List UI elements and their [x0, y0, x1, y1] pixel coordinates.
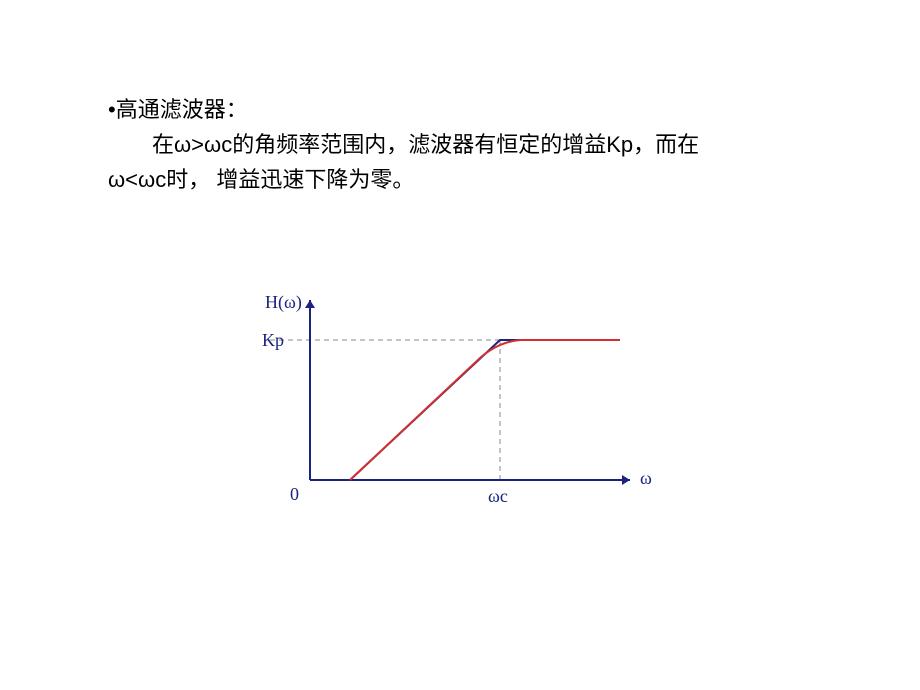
filter-desc-2: ω<ωc时， 增益迅速下降为零。: [108, 167, 414, 192]
gain-label: Kp: [262, 330, 284, 351]
filter-desc-1: 在ω>ωc的角频率范围内，滤波器有恒定的增益Kp，而在: [108, 127, 828, 162]
y-axis-label: H(ω): [265, 292, 302, 313]
origin-label: 0: [290, 484, 299, 505]
x-axis-label: ω: [640, 468, 652, 489]
chart-svg: [250, 280, 690, 540]
cutoff-label: ωc: [488, 486, 508, 507]
filter-title: •高通滤波器：: [108, 92, 828, 127]
highpass-chart: H(ω) Kp 0 ωc ω: [250, 280, 690, 540]
text-block: •高通滤波器： 在ω>ωc的角频率范围内，滤波器有恒定的增益Kp，而在 ω<ωc…: [108, 92, 828, 198]
